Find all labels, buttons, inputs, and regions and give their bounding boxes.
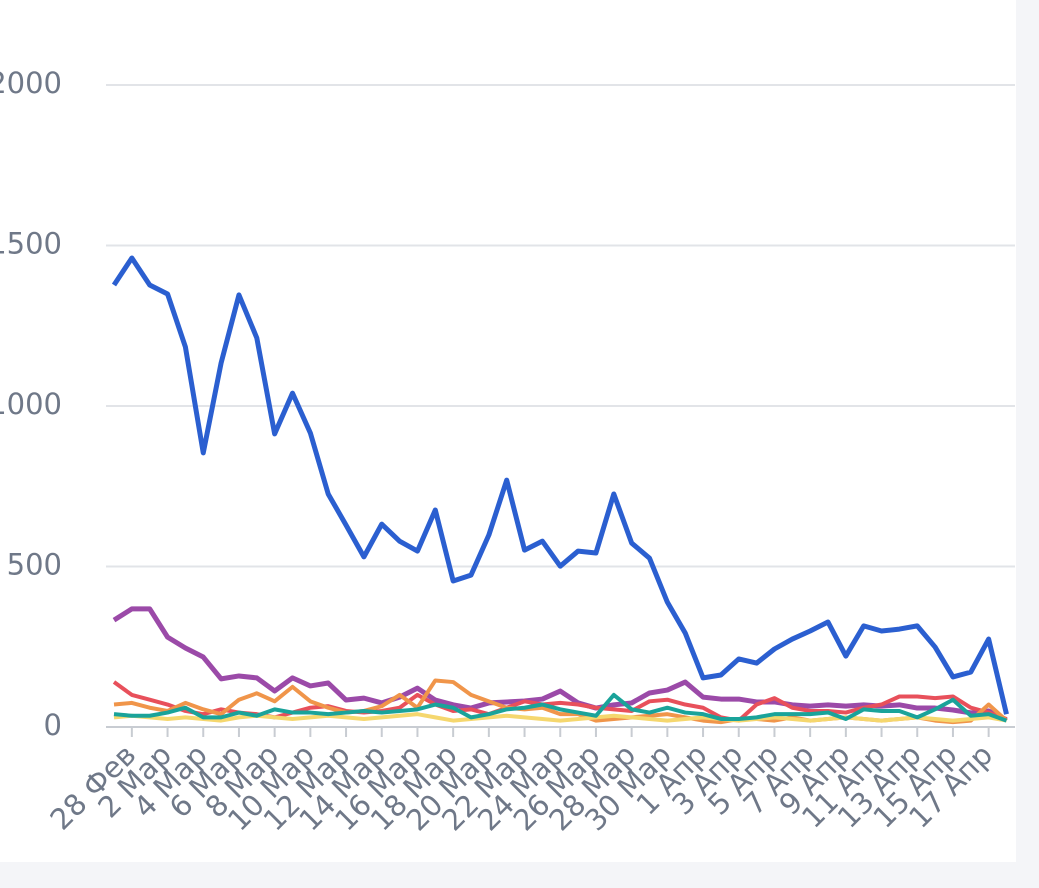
series-line [113,692,1008,723]
chart-background [0,0,1016,862]
series-line [113,712,1007,723]
series-line [112,606,1008,723]
y-tick-label: 0 [44,708,62,742]
y-tick-label: 1500 [0,227,62,261]
y-tick-label: 2000 [0,66,62,100]
y-tick-label: 1000 [0,387,62,421]
y-tick-label: 500 [7,548,62,582]
series-line [111,255,1009,715]
